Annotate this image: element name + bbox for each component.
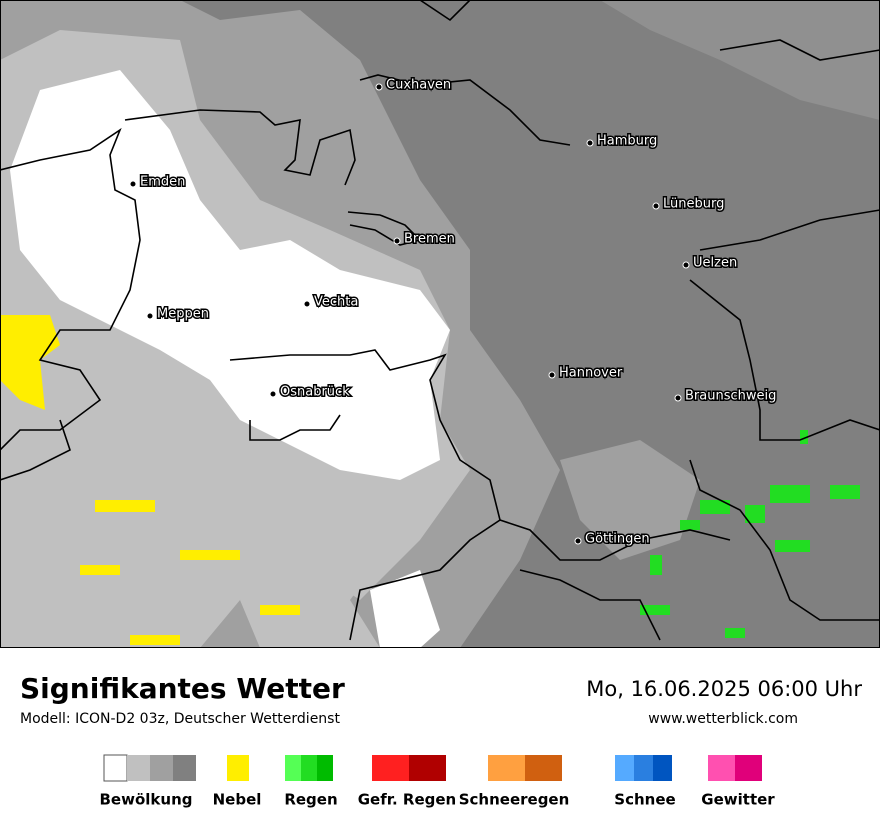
rain-area [725,628,745,638]
borders [0,0,880,641]
rain-area [830,485,860,499]
legend-swatch [150,755,173,781]
legend-swatch [285,755,301,781]
coastline [359,74,571,146]
rain-area [700,500,730,514]
city-dot [129,180,137,188]
city-dot [674,394,682,402]
fog-area [95,500,155,512]
footer: Signifikantes Wetter Modell: ICON-D2 03z… [20,672,862,809]
city-dot [652,202,660,210]
cloud-free [370,570,440,648]
border-line [519,569,661,641]
border-line [419,0,471,22]
rain-area [770,485,810,503]
city-dot [574,537,582,545]
legend-swatch [103,754,128,782]
city-dot [682,261,690,269]
legend-swatch [372,755,409,781]
city-label: Cuxhaven [386,78,451,93]
title: Signifikantes Wetter [20,672,345,705]
border-line [699,209,880,251]
fog-area [130,635,180,645]
city-labels: Cuxhaven Hamburg Emden Lüneburg Bremen Uelzen… [129,76,778,548]
coastline [124,109,356,186]
cloud-medium [560,440,700,560]
border-line [689,279,880,441]
legend-swatch [301,755,317,781]
website: www.wetterblick.com [648,711,798,727]
cloud-dark [600,0,880,120]
city-label: Vechta [314,295,358,310]
legend-swatch [127,755,150,781]
border-line [499,519,731,561]
border-line [719,39,880,61]
border-line [347,211,422,246]
border-line [229,349,501,641]
legend-label: Schneeregen [459,791,570,809]
legend-swatch [653,755,672,781]
border-line [0,127,141,451]
rain-area [680,520,700,530]
rain-area [775,540,810,552]
city-label: Göttingen [585,532,650,547]
legend-swatch [634,755,653,781]
city-label: Osnabrück [280,385,350,400]
border-line [249,414,341,441]
legend-swatch [173,755,196,781]
legend-swatch [317,755,333,781]
legend-swatch [525,755,562,781]
border-line [0,419,71,481]
rain-area [745,505,765,523]
city-dot [586,139,594,147]
rain-area [640,605,670,615]
city-dot [375,83,383,91]
legend-label: Regen [284,791,337,809]
city-label: Hannover [559,366,623,381]
city-dot [303,300,311,308]
map: Cuxhaven Hamburg Emden Lüneburg Bremen Uelzen… [0,0,880,648]
fog-area [180,550,240,560]
legend-label: Gefr. Regen [358,791,457,809]
rain-area [800,430,808,444]
subtitle: Modell: ICON-D2 03z, Deutscher Wetterdie… [20,711,340,727]
legend-label: Nebel [213,791,262,809]
legend-swatch [735,755,762,781]
legend-label: Bewölkung [100,791,193,809]
legend-label: Gewitter [701,791,775,809]
legend-swatch [488,755,525,781]
fog-area [80,565,120,575]
date: Mo, 16.06.2025 06:00 Uhr [586,677,862,701]
city-label: Lüneburg [663,197,724,212]
legend-swatch [409,755,446,781]
border-line [689,459,880,621]
city-label: Uelzen [693,256,737,271]
fog [0,315,300,645]
city-label: Meppen [157,307,209,322]
legend: Bewölkung Nebel Regen Gefr. Regen Schneerege… [100,754,775,809]
city-dot [269,390,277,398]
city-dot [393,237,401,245]
city-label: Hamburg [597,134,657,149]
city-label: Bremen [404,232,455,247]
legend-swatch [227,755,249,781]
legend-label: Schnee [614,791,675,809]
fog-area [0,315,60,410]
rain [640,430,860,638]
city-label: Emden [140,175,185,190]
cloud-free [10,70,450,480]
city-dot [146,312,154,320]
fog-area [260,605,300,615]
city-dot [548,371,556,379]
legend-swatch [708,755,735,781]
legend-swatch [615,755,634,781]
rain-area [650,555,662,575]
city-label: Braunschweig [685,389,776,404]
